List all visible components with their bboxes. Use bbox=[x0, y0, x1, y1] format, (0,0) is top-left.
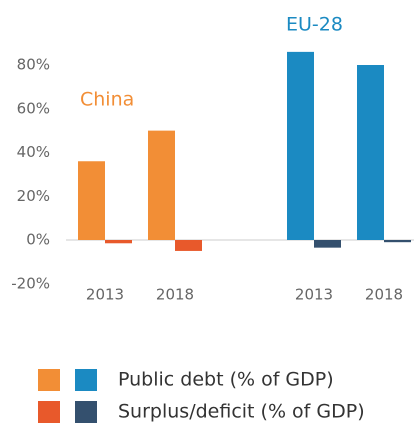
bar bbox=[287, 51, 314, 240]
x-tick-label: 2013 bbox=[86, 286, 124, 304]
legend-swatch bbox=[75, 401, 97, 423]
bar bbox=[148, 130, 175, 240]
legend-swatch bbox=[38, 401, 60, 423]
x-tick-label: 2018 bbox=[365, 286, 403, 304]
legend-swatch bbox=[75, 369, 97, 391]
bar bbox=[357, 65, 384, 240]
bar bbox=[384, 240, 411, 243]
y-tick-label: 60% bbox=[17, 99, 50, 117]
bar bbox=[78, 161, 105, 240]
x-tick-label: 2018 bbox=[156, 286, 194, 304]
x-tick-label: 2013 bbox=[295, 286, 333, 304]
group-label: EU-28 bbox=[286, 14, 343, 36]
bar bbox=[175, 240, 202, 251]
legend-swatch bbox=[38, 369, 60, 391]
y-tick-label: -20% bbox=[11, 274, 50, 292]
bar bbox=[105, 240, 132, 244]
legend-label: Public debt (% of GDP) bbox=[118, 369, 334, 391]
group-label: China bbox=[80, 89, 134, 111]
bar bbox=[314, 240, 341, 248]
legend-label: Surplus/deficit (% of GDP) bbox=[118, 401, 365, 423]
y-tick-label: 40% bbox=[17, 143, 50, 161]
y-tick-label: 20% bbox=[17, 187, 50, 205]
y-tick-label: 0% bbox=[26, 231, 50, 249]
y-tick-label: 80% bbox=[17, 56, 50, 74]
